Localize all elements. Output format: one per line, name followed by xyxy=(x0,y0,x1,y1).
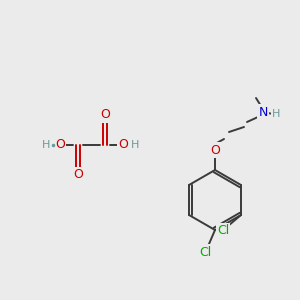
Text: O: O xyxy=(73,169,83,182)
Text: H: H xyxy=(272,109,280,119)
Text: O: O xyxy=(100,109,110,122)
Text: H: H xyxy=(131,140,139,150)
Text: N: N xyxy=(258,106,268,118)
Text: Cl: Cl xyxy=(199,245,211,259)
Text: Cl: Cl xyxy=(217,224,229,238)
Text: O: O xyxy=(118,139,128,152)
Text: O: O xyxy=(210,143,220,157)
Text: O: O xyxy=(55,139,65,152)
Text: H: H xyxy=(42,140,50,150)
